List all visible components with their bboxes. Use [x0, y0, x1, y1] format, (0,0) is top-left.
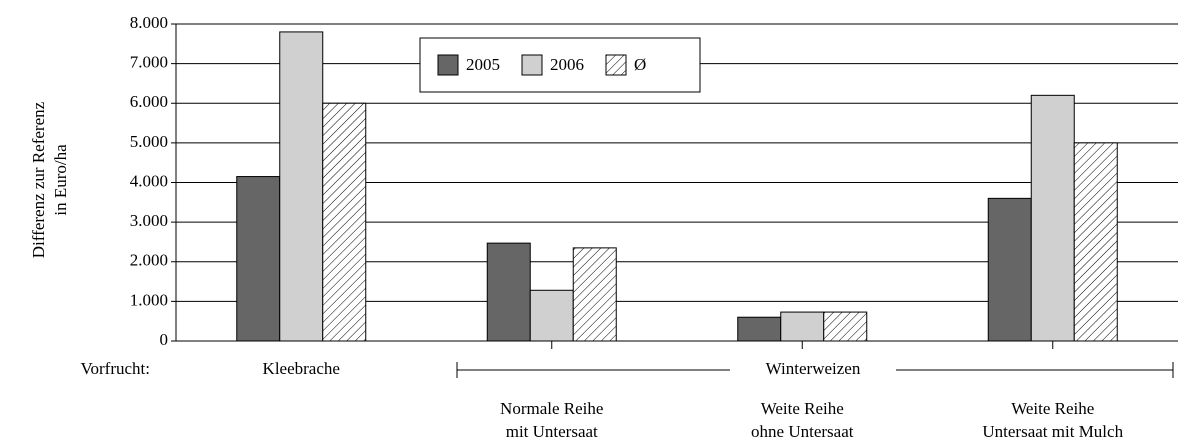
y-tick-label: 2.000	[130, 251, 168, 270]
legend-label: 2005	[466, 55, 500, 74]
x-tick-label: Weite Reihe	[1011, 399, 1094, 418]
bracket	[456, 358, 1174, 382]
y-tick-label: 3.000	[130, 211, 168, 230]
bar	[279, 31, 324, 342]
y-tick-label: 4.000	[130, 171, 168, 190]
bar	[1073, 142, 1118, 342]
x-tick-label: Untersaat mit Mulch	[982, 422, 1123, 441]
legend-label: 2006	[550, 55, 584, 74]
bar	[236, 176, 281, 342]
bar	[529, 289, 574, 342]
bar	[1030, 94, 1075, 342]
annotation: Winterweizen	[766, 359, 861, 378]
x-tick-label: Weite Reihe	[761, 399, 844, 418]
bar	[486, 242, 531, 342]
y-axis-label-line: in Euro/ha	[51, 144, 70, 216]
y-axis-label: Differenz zur Referenz in Euro/ha	[29, 101, 70, 258]
legend-swatch	[605, 54, 627, 76]
bar	[780, 311, 825, 342]
y-axis-label-line: Differenz zur Referenz	[29, 101, 48, 258]
legend-swatch	[437, 54, 459, 76]
annotation: Vorfrucht:	[80, 359, 150, 378]
y-tick-label: 6.000	[130, 92, 168, 111]
x-tick-label: mit Untersaat	[506, 422, 598, 441]
bar	[322, 102, 367, 342]
legend-label: Ø	[634, 55, 646, 74]
x-tick-label: Normale Reihe	[500, 399, 603, 418]
y-tick-label: 0	[160, 330, 169, 349]
bar	[737, 316, 782, 342]
y-tick-label: 5.000	[130, 132, 168, 151]
bar	[987, 197, 1032, 342]
y-tick-label: 8.000	[130, 13, 168, 32]
bar	[823, 311, 868, 342]
x-tick-label: ohne Untersaat	[751, 422, 854, 441]
legend: 2005 2006 Ø	[419, 37, 701, 93]
legend-swatch	[521, 54, 543, 76]
legend-box	[419, 37, 701, 93]
x-tick-label: Kleebrache	[263, 359, 340, 378]
y-tick-label: 7.000	[130, 53, 168, 72]
bar	[572, 247, 617, 342]
y-tick-label: 1.000	[130, 290, 168, 309]
